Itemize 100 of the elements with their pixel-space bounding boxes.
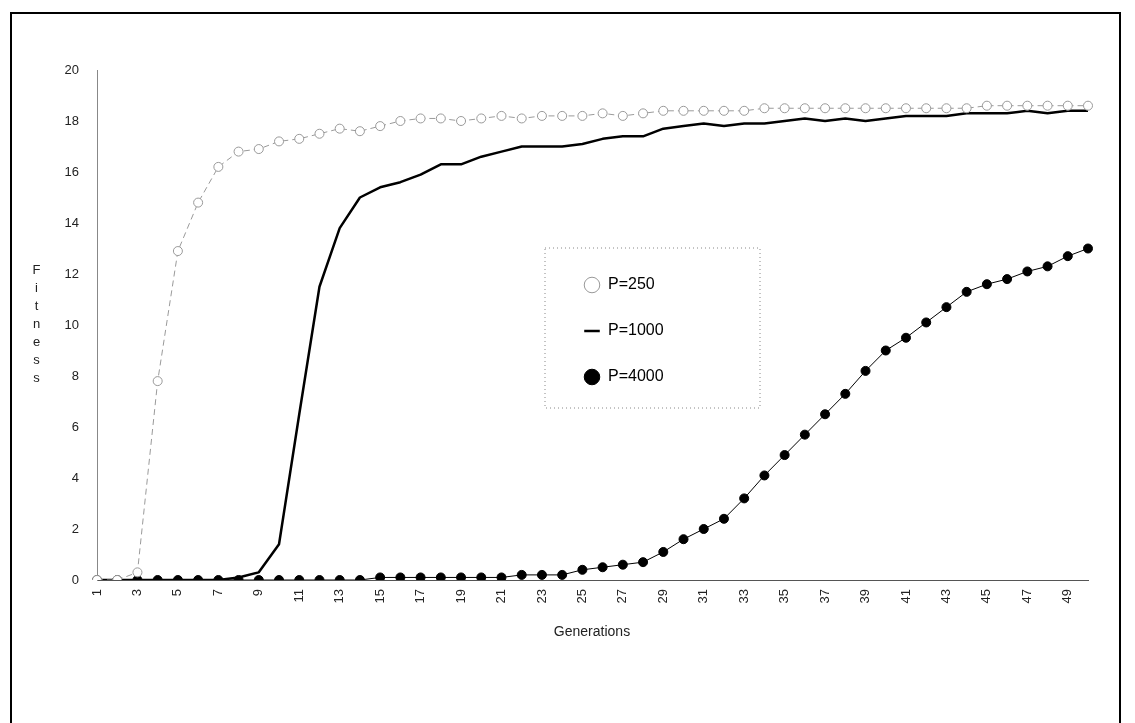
x-tick-label: 49 — [1059, 589, 1075, 604]
point — [617, 559, 628, 570]
point — [516, 569, 527, 580]
point — [840, 388, 851, 399]
point — [233, 146, 244, 157]
point — [900, 332, 911, 343]
point — [1083, 243, 1093, 254]
point — [274, 136, 285, 147]
x-tick-label: 31 — [695, 589, 711, 604]
point — [1002, 274, 1013, 285]
point — [658, 105, 669, 116]
point — [820, 409, 831, 420]
point — [799, 429, 810, 440]
x-tick-label: 27 — [614, 589, 630, 604]
x-tick-label: 15 — [371, 589, 387, 604]
x-tick-label: 19 — [452, 589, 468, 604]
legend-label: P=4000 — [608, 367, 664, 385]
point — [132, 567, 143, 578]
point — [415, 113, 426, 124]
y-tick-label: 6 — [71, 418, 79, 434]
y-tick-label: 0 — [71, 571, 79, 587]
point — [698, 524, 709, 534]
y-tick-label: 20 — [64, 61, 79, 77]
point — [375, 572, 386, 580]
y-tick-label: 14 — [64, 214, 79, 230]
x-tick-label: 39 — [857, 589, 873, 604]
point — [496, 572, 507, 580]
x-tick-label: 41 — [897, 589, 913, 604]
point — [759, 470, 770, 481]
point — [213, 161, 224, 172]
x-tick-label: 17 — [412, 589, 428, 604]
point — [860, 365, 871, 376]
point — [779, 103, 790, 114]
y-tick-label: 8 — [71, 367, 79, 383]
x-tick-label: 37 — [816, 589, 832, 604]
x-tick-label: 25 — [573, 589, 589, 604]
point — [577, 110, 588, 121]
point — [557, 569, 568, 580]
y-tick-label: 12 — [64, 265, 79, 281]
point — [779, 450, 790, 461]
point — [739, 493, 750, 504]
point — [1022, 266, 1033, 277]
point — [1062, 100, 1073, 111]
point — [1062, 251, 1073, 262]
point — [395, 572, 406, 580]
x-tick-label: 1 — [88, 589, 104, 597]
x-tick-label: 43 — [938, 589, 954, 604]
point — [375, 121, 386, 132]
point — [557, 110, 568, 121]
point — [1083, 100, 1093, 111]
point — [456, 116, 467, 126]
point — [354, 126, 365, 137]
point — [860, 103, 871, 114]
x-tick-label: 29 — [654, 589, 670, 604]
point — [435, 572, 446, 580]
point — [577, 564, 588, 575]
y-tick-label: 18 — [64, 112, 79, 128]
point — [536, 569, 547, 580]
point — [739, 105, 750, 116]
point — [981, 279, 992, 290]
y-tick-label: 2 — [71, 520, 79, 536]
point — [880, 345, 891, 356]
point — [900, 103, 911, 114]
x-axis-title: Generations — [552, 623, 632, 639]
point — [961, 103, 972, 114]
point — [981, 100, 992, 111]
point — [496, 110, 507, 121]
point — [253, 144, 264, 155]
point — [476, 113, 487, 124]
point — [820, 103, 831, 114]
point — [961, 286, 972, 297]
point — [840, 103, 851, 114]
y-tick-label: 10 — [64, 316, 79, 332]
point — [395, 116, 406, 126]
point — [921, 103, 932, 114]
point — [1022, 100, 1033, 111]
point — [921, 317, 932, 328]
point — [597, 108, 608, 119]
x-tick-label: 23 — [533, 589, 549, 604]
y-tick-label: 16 — [64, 163, 79, 179]
point — [597, 562, 608, 573]
legend-label: P=250 — [608, 275, 655, 293]
point — [638, 108, 649, 119]
point — [678, 534, 689, 545]
point — [678, 105, 689, 116]
y-tick-label: 4 — [71, 469, 79, 485]
x-tick-label: 7 — [209, 589, 225, 597]
point — [476, 572, 487, 580]
y-axis-title: Fitness — [28, 262, 45, 388]
x-tick-label: 9 — [250, 589, 266, 597]
point — [759, 103, 770, 114]
point — [941, 302, 952, 313]
x-tick-label: 45 — [978, 589, 994, 604]
point — [698, 105, 709, 116]
point — [435, 113, 446, 124]
legend-label: P=1000 — [608, 321, 664, 339]
point — [718, 513, 729, 524]
point — [1002, 100, 1013, 111]
point — [456, 572, 467, 580]
point — [193, 197, 204, 208]
